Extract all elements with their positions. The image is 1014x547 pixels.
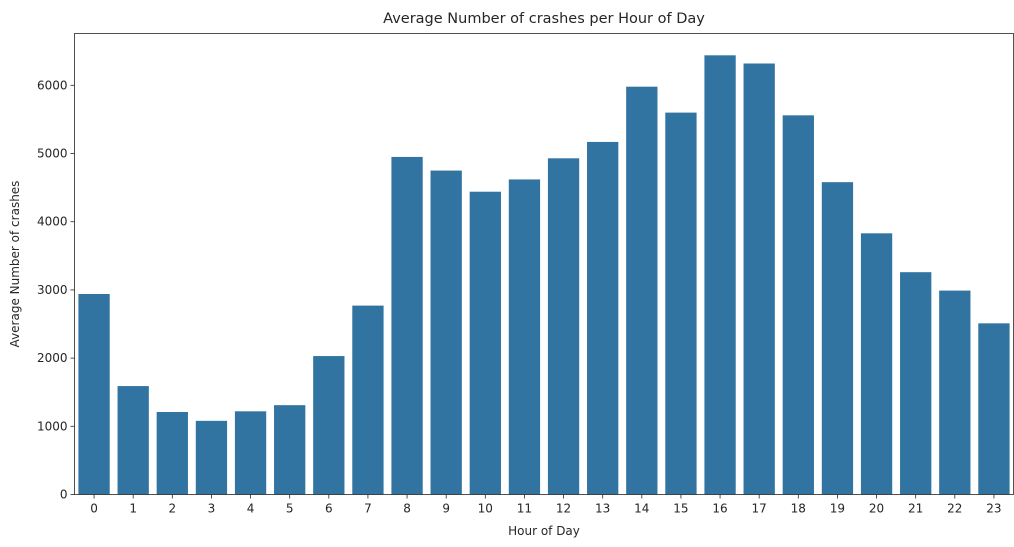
bar-hour-18 [782,115,814,495]
bar-hour-14 [626,86,658,495]
y-tick-label: 3000 [37,283,68,297]
bar-hour-3 [195,420,228,495]
x-tick-label: 15 [673,502,688,516]
bar-hour-10 [469,191,501,495]
x-tick-label: 4 [247,502,255,516]
x-tick-label: 7 [364,502,372,516]
bar-hour-1 [117,386,149,495]
chart-title: Average Number of crashes per Hour of Da… [383,11,705,27]
x-tick-label: 23 [986,502,1001,516]
bar-hour-21 [900,272,932,495]
bar-hour-22 [939,290,971,495]
bar-hour-13 [587,141,619,495]
y-tick-label: 4000 [37,215,68,229]
bar-hour-8 [391,156,423,495]
y-tick-label: 2000 [37,351,68,365]
y-tick-label: 0 [60,488,68,502]
x-tick-label: 21 [908,502,923,516]
y-axis-ticks: 0 1000 2000 3000 4000 5000 6000 [37,78,75,502]
x-tick-label: 8 [403,502,411,516]
x-tick-label: 0 [90,502,98,516]
bar-hour-23 [978,323,1010,495]
x-tick-label: 22 [947,502,962,516]
y-tick-label: 5000 [37,147,68,161]
x-tick-label: 13 [595,502,610,516]
x-tick-label: 16 [712,502,727,516]
y-tick-label: 6000 [37,78,68,92]
bar-hour-5 [274,405,306,495]
x-tick-label: 20 [869,502,884,516]
bar-hour-16 [704,55,736,495]
x-tick-label: 11 [517,502,532,516]
x-tick-label: 2 [168,502,176,516]
y-tick-label: 1000 [37,419,68,433]
bar-hour-12 [547,158,580,495]
bar-hour-20 [860,233,893,495]
bar-hour-15 [665,112,697,495]
x-tick-label: 3 [208,502,216,516]
bar-hour-4 [234,411,267,495]
bar-hour-6 [313,356,345,495]
x-tick-label: 5 [286,502,294,516]
bar-hour-9 [430,170,462,495]
x-tick-label: 18 [791,502,806,516]
bar-hour-17 [743,63,775,495]
x-tick-label: 10 [478,502,493,516]
bar-hour-19 [821,182,854,495]
bar-hour-2 [156,411,188,495]
bar-hour-7 [352,305,384,495]
bar-hour-11 [508,179,541,495]
bar-hour-0 [78,294,110,495]
y-axis-label: Average Number of crashes [8,181,22,348]
bars-group [78,55,1010,495]
x-tick-label: 19 [830,502,845,516]
x-tick-label: 17 [752,502,767,516]
x-axis-ticks: 0 1 2 3 4 5 6 7 8 9 10 11 12 13 14 15 16 17 18 19 20 21 22 23 [90,494,1002,516]
x-tick-label: 1 [129,502,137,516]
x-tick-label: 6 [325,502,333,516]
x-tick-label: 9 [442,502,450,516]
x-tick-label: 14 [634,502,649,516]
x-axis-label: Hour of Day [508,524,580,538]
x-tick-label: 12 [556,502,571,516]
